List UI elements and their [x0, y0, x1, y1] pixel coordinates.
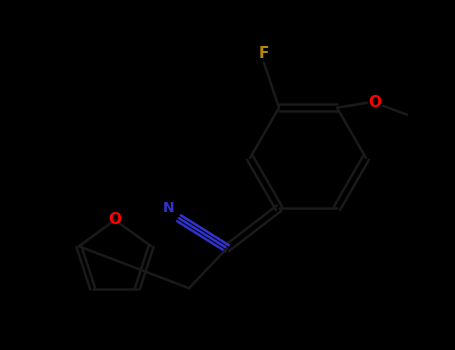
Text: N: N — [162, 201, 174, 215]
Text: F: F — [259, 46, 269, 61]
Text: O: O — [108, 212, 121, 228]
Text: O: O — [369, 95, 381, 110]
